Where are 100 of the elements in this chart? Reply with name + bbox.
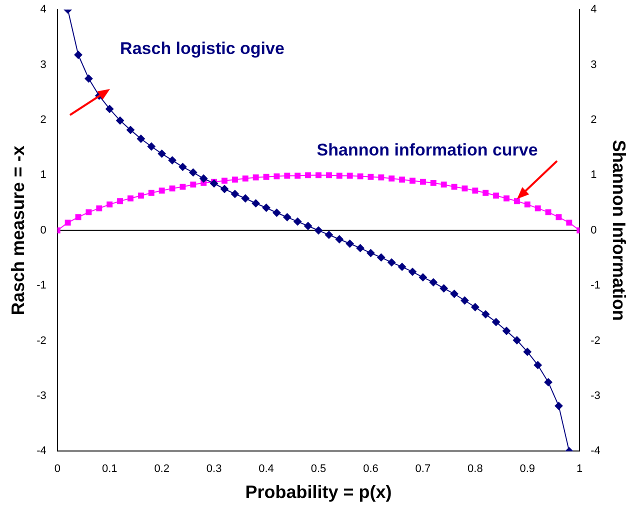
point xyxy=(534,205,541,212)
y-axis-title: Rasch measure = -x xyxy=(8,146,28,316)
point xyxy=(263,174,270,180)
point xyxy=(210,179,218,188)
point xyxy=(377,253,386,262)
point xyxy=(482,310,490,318)
point xyxy=(64,220,71,226)
point xyxy=(200,174,208,183)
point xyxy=(158,188,165,194)
point xyxy=(388,258,396,266)
point xyxy=(304,222,312,230)
x-axis-title: Probability = p(x) xyxy=(245,482,392,502)
y2-tick-label: 2 xyxy=(590,114,597,126)
point xyxy=(450,290,458,298)
point xyxy=(514,198,520,204)
point xyxy=(117,198,124,204)
point xyxy=(138,192,144,199)
point xyxy=(136,134,145,143)
y2-tick-label: -4 xyxy=(590,445,600,458)
point xyxy=(126,126,134,134)
point xyxy=(168,156,176,164)
y2-tick-label: 4 xyxy=(590,4,597,16)
annotation: Shannon information curve xyxy=(316,140,538,160)
point xyxy=(169,185,176,192)
annotation: Rasch logistic ogive xyxy=(120,39,284,58)
point xyxy=(324,230,333,239)
point xyxy=(158,150,166,158)
point xyxy=(451,184,458,190)
point xyxy=(399,176,406,183)
point xyxy=(460,296,469,305)
point xyxy=(230,190,239,198)
y-tick-label: -1 xyxy=(36,280,46,292)
x-tick-label: 0.3 xyxy=(206,462,222,475)
point xyxy=(346,240,354,248)
point xyxy=(440,182,447,188)
y2-tick-label: 0 xyxy=(590,224,597,236)
point xyxy=(462,185,468,192)
y-tick-label: -4 xyxy=(36,445,46,458)
point xyxy=(523,348,532,356)
point xyxy=(116,116,124,125)
point xyxy=(554,402,563,410)
y2-tick-label: 3 xyxy=(590,58,597,71)
point xyxy=(84,74,93,83)
x-tick-label: 0.9 xyxy=(520,462,536,475)
y-tick-label: 4 xyxy=(40,4,46,16)
point xyxy=(368,174,374,180)
point xyxy=(336,172,342,179)
point xyxy=(544,378,552,386)
point xyxy=(190,182,196,188)
point xyxy=(106,104,114,113)
point xyxy=(418,273,427,282)
y2-tick-label: -3 xyxy=(590,390,600,402)
point xyxy=(178,162,187,171)
y-tick-label: -2 xyxy=(36,334,46,347)
point xyxy=(545,209,552,216)
point xyxy=(335,235,344,244)
y2-tick-label: -1 xyxy=(590,280,600,292)
point xyxy=(493,192,500,199)
point xyxy=(180,184,186,190)
point xyxy=(566,220,572,226)
point xyxy=(472,188,478,194)
y-tick-label: 3 xyxy=(40,58,46,71)
point xyxy=(356,244,364,252)
point xyxy=(242,176,248,182)
point xyxy=(128,195,134,202)
x-tick-label: 0.8 xyxy=(468,462,483,475)
y-tick-label: -3 xyxy=(36,390,46,402)
point xyxy=(305,172,312,178)
point xyxy=(262,204,270,212)
point xyxy=(75,214,82,220)
point xyxy=(410,178,416,184)
point xyxy=(86,209,92,216)
point xyxy=(502,326,511,335)
point xyxy=(524,201,530,208)
x-tick-label: 0.1 xyxy=(102,462,118,475)
x-tick-label: 0.4 xyxy=(258,462,274,475)
point xyxy=(283,213,292,222)
y-tick-label: 1 xyxy=(40,169,46,182)
x-tick-label: 0.6 xyxy=(363,462,378,475)
point xyxy=(232,176,238,183)
x-tick-label: 0 xyxy=(54,462,60,475)
point xyxy=(326,172,332,178)
point xyxy=(357,173,364,180)
y2-axis-title: Shannon Information xyxy=(609,140,630,321)
point xyxy=(252,199,260,208)
x-tick-label: 0.7 xyxy=(415,462,431,475)
point xyxy=(492,318,500,326)
point xyxy=(148,190,154,196)
point xyxy=(272,208,281,217)
point xyxy=(74,50,82,59)
point xyxy=(482,190,489,196)
point xyxy=(220,185,228,193)
y2-tick-label: 1 xyxy=(590,169,597,182)
point xyxy=(429,278,438,286)
y-tick-label: 0 xyxy=(40,224,46,236)
point xyxy=(346,172,353,179)
y2-tick-label: -2 xyxy=(590,334,600,347)
point xyxy=(274,173,280,180)
point xyxy=(316,172,322,178)
point xyxy=(398,262,406,271)
